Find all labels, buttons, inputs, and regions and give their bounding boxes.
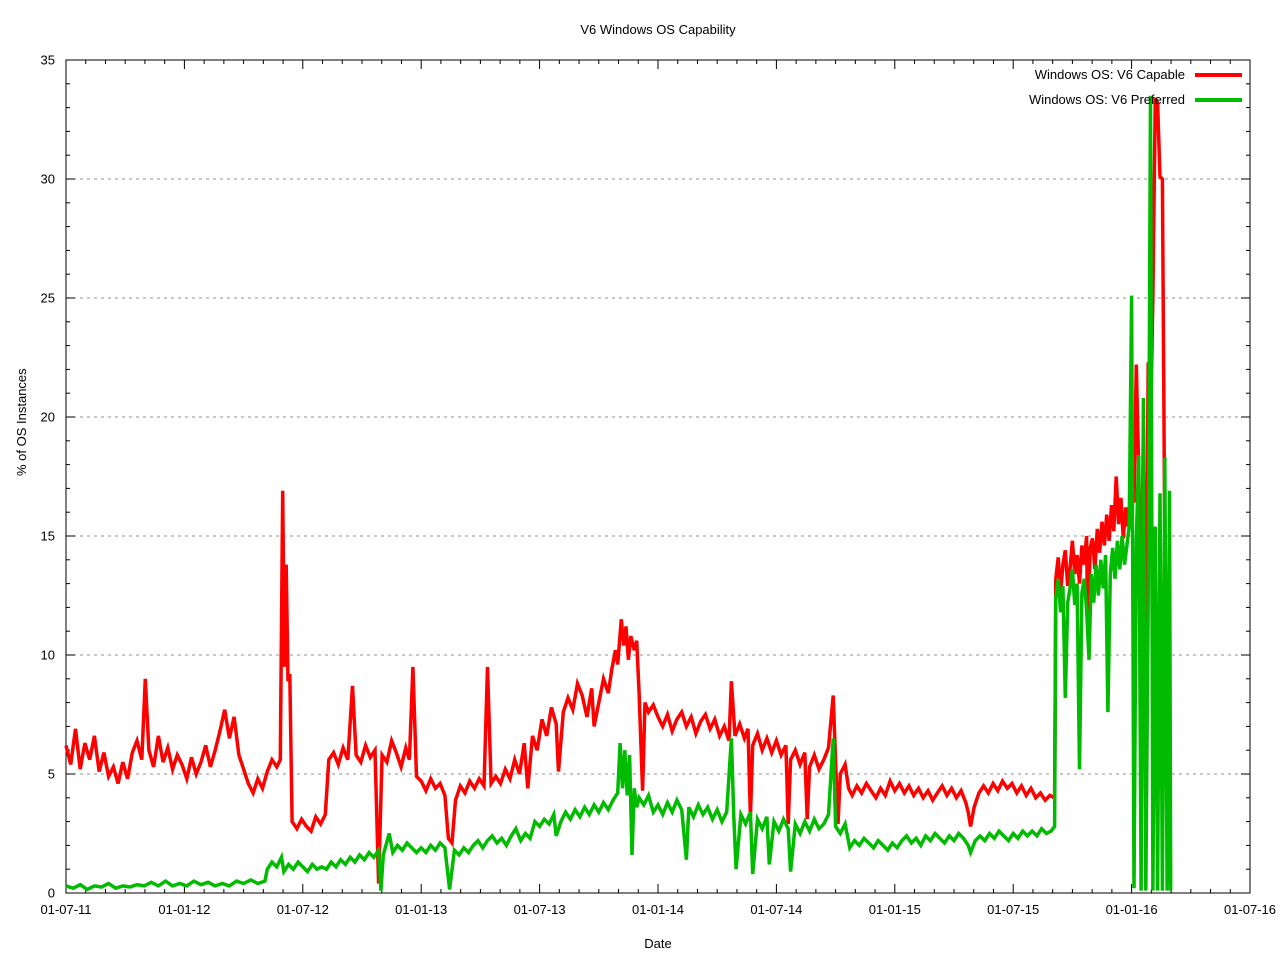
x-tick-label: 01-01-15 bbox=[869, 902, 921, 917]
legend-item-preferred: Windows OS: V6 Preferred bbox=[1029, 91, 1242, 109]
series-line-capable bbox=[64, 97, 1169, 884]
x-axis-label: Date bbox=[644, 936, 672, 951]
plot-frame bbox=[65, 59, 1251, 894]
legend-label: Windows OS: V6 Capable bbox=[1034, 67, 1185, 82]
legend-label: Windows OS: V6 Preferred bbox=[1028, 92, 1185, 107]
legend-swatch bbox=[1195, 98, 1242, 102]
series-line-preferred bbox=[65, 95, 1173, 892]
y-tick-label: 5 bbox=[48, 767, 55, 782]
y-tick-label: 20 bbox=[41, 410, 55, 425]
y-tick-label: 35 bbox=[41, 53, 55, 68]
y-tick-label: 10 bbox=[41, 648, 55, 663]
chart-title: V6 Windows OS Capability bbox=[580, 22, 736, 37]
y-tick-label: 0 bbox=[48, 886, 55, 901]
y-tick-label: 30 bbox=[41, 172, 55, 187]
x-tick-label: 01-07-13 bbox=[514, 902, 566, 917]
legend-swatch bbox=[1195, 73, 1242, 77]
x-tick-label: 01-01-14 bbox=[632, 902, 684, 917]
x-tick-label: 01-07-11 bbox=[40, 902, 91, 917]
x-tick-label: 01-01-16 bbox=[1106, 902, 1158, 917]
x-tick-label: 01-07-14 bbox=[750, 902, 802, 917]
x-tick-label: 01-07-15 bbox=[987, 902, 1039, 917]
x-tick-label: 01-01-13 bbox=[395, 902, 447, 917]
x-tick-label: 01-07-12 bbox=[277, 902, 329, 917]
y-tick-label: 25 bbox=[41, 291, 55, 306]
x-tick-label: 01-01-12 bbox=[158, 902, 210, 917]
y-tick-label: 15 bbox=[41, 529, 55, 544]
legend: Windows OS: V6 Capable Windows OS: V6 Pre… bbox=[1029, 66, 1242, 109]
x-tick-label: 01-07-16 bbox=[1224, 902, 1276, 917]
legend-item-capable: Windows OS: V6 Capable bbox=[1035, 66, 1242, 84]
